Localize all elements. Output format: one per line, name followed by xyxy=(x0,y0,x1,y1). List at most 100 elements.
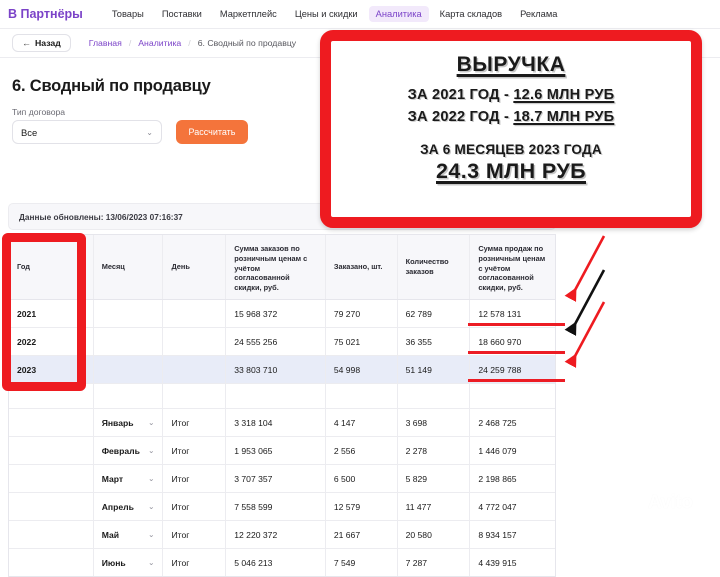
cell-year xyxy=(9,465,94,492)
table-row[interactable]: Май ⌄ Итог 12 220 372 21 667 20 580 8 93… xyxy=(9,521,555,549)
chevron-down-icon[interactable]: ⌄ xyxy=(148,558,155,567)
contract-type-select[interactable]: Все ⌄ xyxy=(12,120,162,144)
avito-watermark-text: Avito xyxy=(648,492,693,513)
cell-sales-sum: 12 578 131 xyxy=(468,300,565,327)
nav-item-marketplace[interactable]: Маркетплейс xyxy=(219,9,277,19)
back-button-label: Назад xyxy=(35,38,61,48)
column-header-day[interactable]: День xyxy=(163,235,227,299)
nav-item-postavki[interactable]: Поставки xyxy=(161,9,202,19)
cell-day: Итог xyxy=(163,409,227,436)
cell-sales-sum-value: 18 660 970 xyxy=(478,336,522,347)
chevron-down-icon[interactable]: ⌄ xyxy=(148,474,155,483)
contract-type-label: Тип договора xyxy=(12,107,66,117)
chevron-down-icon[interactable]: ⌄ xyxy=(78,309,85,318)
cell-year xyxy=(9,384,94,408)
revenue-2023-value: 24.3 МЛН РУБ xyxy=(436,159,586,183)
nav-item-karta-skladov[interactable]: Карта складов xyxy=(439,9,503,19)
chevron-down-icon[interactable]: ⌄ xyxy=(148,418,155,427)
cell-ordered xyxy=(326,384,398,408)
cell-day xyxy=(163,328,227,355)
chevron-down-icon[interactable]: ⌄ xyxy=(148,446,155,455)
column-header-order-count[interactable]: Количество заказов xyxy=(398,235,471,299)
cell-month[interactable]: Январь ⌄ xyxy=(94,409,164,436)
cell-day: Итог xyxy=(163,437,227,464)
cell-month[interactable]: Апрель ⌄ xyxy=(94,493,164,520)
cell-order-sum: 1 953 065 xyxy=(226,437,326,464)
cell-ordered: 79 270 xyxy=(326,300,398,327)
cell-month xyxy=(94,300,164,327)
arrow-red-top xyxy=(564,235,606,302)
cell-order-count: 11 477 xyxy=(398,493,471,520)
summary-table: Год Месяц День Сумма заказов по розничны… xyxy=(8,234,565,577)
revenue-2022-line: ЗА 2022 ГОД - 18.7 МЛН РУБ xyxy=(408,109,615,125)
arrow-red-bottom xyxy=(564,301,606,368)
revenue-2021-prefix: ЗА 2021 ГОД - xyxy=(407,87,514,103)
cell-day xyxy=(163,356,227,383)
chevron-down-icon[interactable]: ⌄ xyxy=(148,502,155,511)
cell-order-sum: 24 555 256 xyxy=(226,328,326,355)
table-row[interactable]: Март ⌄ Итог 3 707 357 6 500 5 829 2 198 … xyxy=(9,465,555,493)
cell-day: Итог xyxy=(163,521,227,548)
cell-sales-sum-value: 24 259 788 xyxy=(478,364,522,375)
table-row[interactable]: 2022 ⌄ 24 555 256 75 021 36 355 18 660 9… xyxy=(9,328,565,356)
cell-sales-sum: 4 772 047 xyxy=(478,501,517,512)
breadcrumb-home[interactable]: Главная xyxy=(88,38,122,48)
cell-order-count: 36 355 xyxy=(398,328,471,355)
nav-item-tovary[interactable]: Товары xyxy=(111,9,144,19)
column-header-ordered[interactable]: Заказано, шт. xyxy=(326,235,398,299)
cell-order-count: 62 789 xyxy=(398,300,471,327)
cell-ordered: 12 579 xyxy=(326,493,398,520)
cell-month[interactable]: Май ⌄ xyxy=(94,521,164,548)
contract-type-value: Все xyxy=(21,126,38,138)
arrow-left-icon: ← xyxy=(22,38,31,48)
cell-month[interactable]: Июнь ⌄ xyxy=(94,549,164,576)
chevron-up-icon[interactable]: ⌃ xyxy=(78,365,85,374)
chevron-down-icon[interactable]: ⌄ xyxy=(148,530,155,539)
cell-year[interactable]: 2021 ⌄ xyxy=(9,300,94,327)
cell-year[interactable]: 2022 ⌄ xyxy=(9,328,94,355)
cell-order-count: 20 580 xyxy=(398,521,471,548)
table-row[interactable]: Январь ⌄ Итог 3 318 104 4 147 3 698 2 46… xyxy=(9,409,555,437)
chevron-down-icon[interactable]: ⌄ xyxy=(78,337,85,346)
cell-ordered: 6 500 xyxy=(326,465,398,492)
cell-month[interactable]: Март ⌄ xyxy=(94,465,164,492)
cell-order-count xyxy=(398,384,471,408)
table-row[interactable]: Апрель ⌄ Итог 7 558 599 12 579 11 477 4 … xyxy=(9,493,555,521)
table-row[interactable]: Июнь ⌄ Итог 5 046 213 7 549 7 287 4 439 … xyxy=(9,549,555,576)
cell-sales-sum: 24 259 788 xyxy=(468,356,565,383)
revenue-2022-value: 18.7 МЛН РУБ xyxy=(513,109,615,125)
calculate-button[interactable]: Рассчитать xyxy=(176,120,248,144)
cell-ordered: 4 147 xyxy=(326,409,398,436)
cell-sales-sum: 4 439 915 xyxy=(478,557,517,568)
column-header-month[interactable]: Месяц xyxy=(94,235,164,299)
brand-logo[interactable]: В Партнёры xyxy=(8,7,83,21)
cell-order-sum: 7 558 599 xyxy=(226,493,326,520)
nav-item-ceny-i-skidki[interactable]: Цены и скидки xyxy=(294,9,358,19)
cell-month xyxy=(94,356,164,383)
red-underline-highlight xyxy=(468,379,565,382)
column-header-order-sum[interactable]: Сумма заказов по розничным ценам с учёто… xyxy=(226,235,326,299)
cell-order-sum: 3 707 357 xyxy=(226,465,326,492)
top-navigation-bar: В Партнёры Товары Поставки Маркетплейс Ц… xyxy=(0,0,720,29)
cell-sales-sum-value: 12 578 131 xyxy=(478,308,522,319)
table-row[interactable]: 2023 ⌃ 33 803 710 54 998 51 149 24 259 7… xyxy=(9,356,565,384)
back-button[interactable]: ← Назад xyxy=(12,34,71,52)
cell-month-label: Январь xyxy=(101,417,134,428)
cell-order-count: 7 287 xyxy=(398,549,471,576)
column-header-sales-sum[interactable]: Сумма продаж по розничным ценам с учётом… xyxy=(478,244,546,293)
cell-year[interactable]: 2023 ⌃ xyxy=(9,356,94,383)
table-row[interactable]: Февраль ⌄ Итог 1 953 065 2 556 2 278 1 4… xyxy=(9,437,555,465)
chevron-down-icon: ⌄ xyxy=(146,127,153,137)
breadcrumb-analytics[interactable]: Аналитика xyxy=(138,38,182,48)
nav-item-analitika[interactable]: Аналитика xyxy=(368,6,429,22)
revenue-2022-prefix: ЗА 2022 ГОД - xyxy=(407,109,514,125)
revenue-callout-box: ВЫРУЧКА ЗА 2021 ГОД - 12.6 МЛН РУБ ЗА 20… xyxy=(320,30,702,228)
cell-sales-sum: 18 660 970 xyxy=(468,328,565,355)
cell-year xyxy=(9,409,94,436)
table-row[interactable]: 2021 ⌄ 15 968 372 79 270 62 789 12 578 1… xyxy=(9,300,565,328)
column-header-year[interactable]: Год xyxy=(9,235,94,299)
cell-order-sum: 15 968 372 xyxy=(226,300,326,327)
cell-ordered: 7 549 xyxy=(326,549,398,576)
nav-item-reklama[interactable]: Реклама xyxy=(520,9,558,19)
cell-month[interactable]: Февраль ⌄ xyxy=(94,437,164,464)
